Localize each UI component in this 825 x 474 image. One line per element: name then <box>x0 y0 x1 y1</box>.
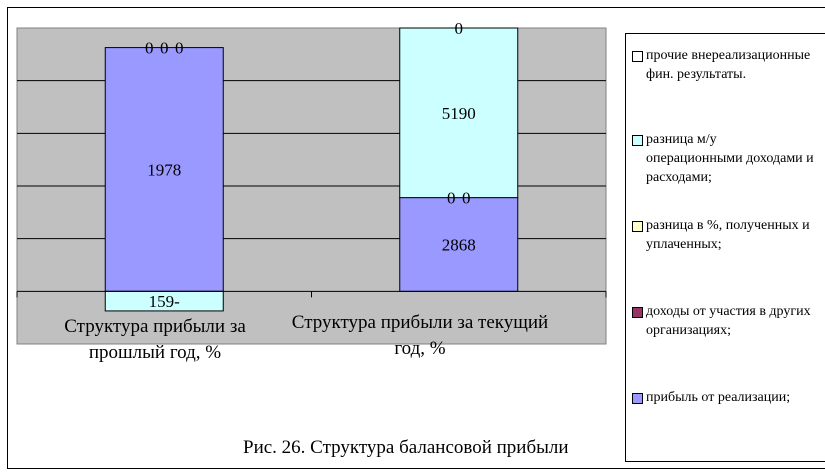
legend-swatch <box>632 135 643 146</box>
data-label: 0 <box>447 189 456 208</box>
legend: прочие внереализационные фин. результаты… <box>625 33 825 462</box>
data-label: 0 <box>462 189 471 208</box>
data-label: 5190 <box>442 104 476 123</box>
data-label: 2868 <box>442 235 476 254</box>
bar-segment <box>399 197 519 292</box>
data-label: 0 <box>145 39 154 58</box>
legend-item: прочие внереализационные фин. результаты… <box>630 46 814 84</box>
category-label-0: Структура прибыли за прошлый год, % <box>64 316 246 363</box>
legend-swatch <box>632 307 643 318</box>
bar-segment <box>399 27 519 199</box>
data-label: 159- <box>149 292 181 311</box>
figure-caption: Рис. 26. Структура балансовой прибыли <box>243 437 569 458</box>
legend-item: разница в %, полученных и уплаченных; <box>630 216 814 254</box>
legend-item: доходы от участия в других организациях; <box>630 302 814 340</box>
legend-swatch <box>632 51 643 62</box>
legend-item: прибыль от реализации; <box>630 388 814 407</box>
data-label: 0 <box>455 19 464 38</box>
data-label: 0 <box>175 39 184 58</box>
chart-frame <box>7 7 825 469</box>
data-label: 0 <box>160 39 169 58</box>
data-label: 1978 <box>147 160 181 179</box>
legend-swatch <box>632 393 643 404</box>
legend-swatch <box>632 221 643 232</box>
category-label-1: Структура прибыли за текущий год, % <box>291 312 549 359</box>
legend-item: разница м/у операционными доходами и рас… <box>630 130 814 187</box>
bar-segment <box>104 47 224 292</box>
